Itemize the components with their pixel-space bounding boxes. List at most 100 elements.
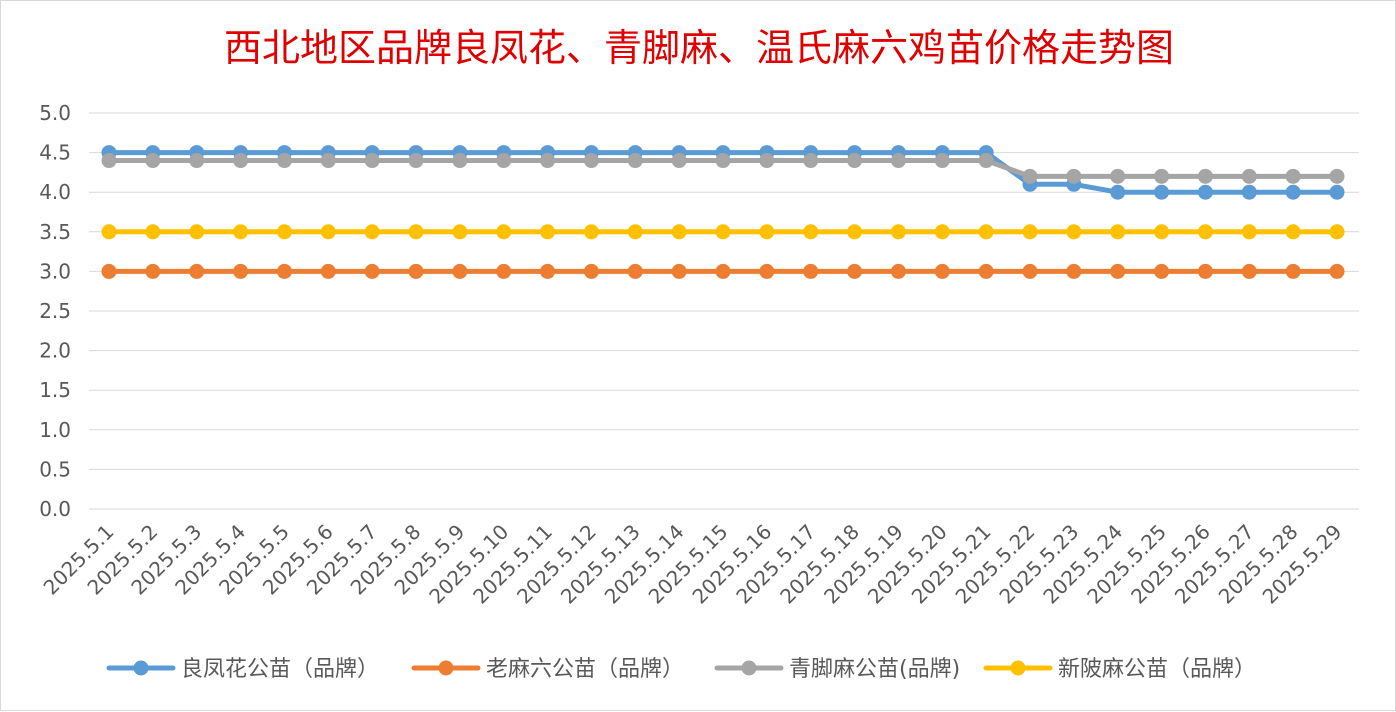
data-point xyxy=(627,263,643,279)
data-point xyxy=(583,224,599,240)
data-point xyxy=(1241,184,1257,200)
legend-label: 新陂麻公苗（品牌） xyxy=(1058,657,1256,682)
series-layer xyxy=(101,145,1345,279)
data-point xyxy=(1285,224,1301,240)
data-point xyxy=(1241,168,1257,184)
data-point xyxy=(1329,168,1345,184)
data-point xyxy=(364,153,380,169)
data-point xyxy=(1241,224,1257,240)
data-point xyxy=(1154,184,1170,200)
data-point xyxy=(934,263,950,279)
y-tick-label: 1.0 xyxy=(39,418,71,442)
data-point xyxy=(1329,263,1345,279)
data-point xyxy=(233,224,249,240)
data-point xyxy=(1022,224,1038,240)
data-point xyxy=(583,263,599,279)
data-point xyxy=(1329,224,1345,240)
data-point xyxy=(276,153,292,169)
legend-swatch-marker xyxy=(741,660,757,676)
data-point xyxy=(408,263,424,279)
data-point xyxy=(671,153,687,169)
data-point xyxy=(145,224,161,240)
data-point xyxy=(1154,168,1170,184)
data-point xyxy=(715,153,731,169)
data-point xyxy=(627,224,643,240)
data-point xyxy=(189,153,205,169)
data-point xyxy=(1066,263,1082,279)
data-point xyxy=(671,263,687,279)
x-axis-ticks: 2025.5.12025.5.22025.5.32025.5.42025.5.5… xyxy=(39,520,1347,609)
data-point xyxy=(101,153,117,169)
legend-label: 老麻六公苗（品牌） xyxy=(486,657,684,682)
data-point xyxy=(1110,184,1126,200)
data-point xyxy=(715,263,731,279)
data-point xyxy=(320,263,336,279)
data-point xyxy=(1197,184,1213,200)
legend-item: 青脚麻公苗(品牌) xyxy=(714,657,960,682)
chart-title: 西北地区品牌良凤花、青脚麻、温氏麻六鸡苗价格走势图 xyxy=(223,26,1174,70)
series-group xyxy=(101,153,1345,184)
data-point xyxy=(320,224,336,240)
data-point xyxy=(364,263,380,279)
data-point xyxy=(1285,184,1301,200)
legend-label: 良凤花公苗（品牌） xyxy=(181,657,379,682)
data-point xyxy=(1285,168,1301,184)
data-point xyxy=(847,263,863,279)
data-point xyxy=(803,263,819,279)
data-point xyxy=(1154,263,1170,279)
data-point xyxy=(452,263,468,279)
data-point xyxy=(1110,263,1126,279)
data-point xyxy=(671,224,687,240)
data-point xyxy=(978,153,994,169)
data-point xyxy=(408,153,424,169)
data-point xyxy=(496,153,512,169)
legend-item: 新陂麻公苗（品牌） xyxy=(983,657,1256,682)
y-tick-label: 5.0 xyxy=(39,101,71,125)
data-point xyxy=(364,224,380,240)
data-point xyxy=(934,153,950,169)
data-point xyxy=(1329,184,1345,200)
data-point xyxy=(452,224,468,240)
data-point xyxy=(890,263,906,279)
data-point xyxy=(1285,263,1301,279)
data-point xyxy=(1110,224,1126,240)
data-point xyxy=(496,224,512,240)
data-point xyxy=(496,263,512,279)
data-point xyxy=(978,224,994,240)
data-point xyxy=(540,153,556,169)
data-point xyxy=(1197,263,1213,279)
data-point xyxy=(803,224,819,240)
data-point xyxy=(320,153,336,169)
series-group xyxy=(101,263,1345,279)
y-tick-label: 3.0 xyxy=(39,259,71,283)
data-point xyxy=(233,263,249,279)
data-point xyxy=(540,263,556,279)
data-point xyxy=(233,153,249,169)
legend-swatch-marker xyxy=(1010,660,1026,676)
data-point xyxy=(1022,263,1038,279)
data-point xyxy=(408,224,424,240)
data-point xyxy=(1197,224,1213,240)
y-tick-label: 0.0 xyxy=(39,497,71,521)
data-point xyxy=(1154,224,1170,240)
data-point xyxy=(189,224,205,240)
data-point xyxy=(189,263,205,279)
data-point xyxy=(1066,168,1082,184)
y-tick-label: 2.5 xyxy=(39,299,71,323)
data-point xyxy=(1022,168,1038,184)
data-point xyxy=(583,153,599,169)
data-point xyxy=(276,263,292,279)
data-point xyxy=(1197,168,1213,184)
data-point xyxy=(978,263,994,279)
legend-item: 老麻六公苗（品牌） xyxy=(411,657,684,682)
data-point xyxy=(715,224,731,240)
y-axis-ticks: 0.0 0.5 1.0 1.5 2.0 2.5 3.0 3.5 4.0 4.5 5.0 xyxy=(39,101,71,521)
legend-swatch-marker xyxy=(438,660,454,676)
data-point xyxy=(759,153,775,169)
data-point xyxy=(890,153,906,169)
legend-swatch-marker xyxy=(133,660,149,676)
data-point xyxy=(101,263,117,279)
legend: 良凤花公苗（品牌） 老麻六公苗（品牌） 青脚麻公苗(品牌) 新陂麻公苗（品牌） xyxy=(106,657,1256,682)
data-point xyxy=(847,224,863,240)
